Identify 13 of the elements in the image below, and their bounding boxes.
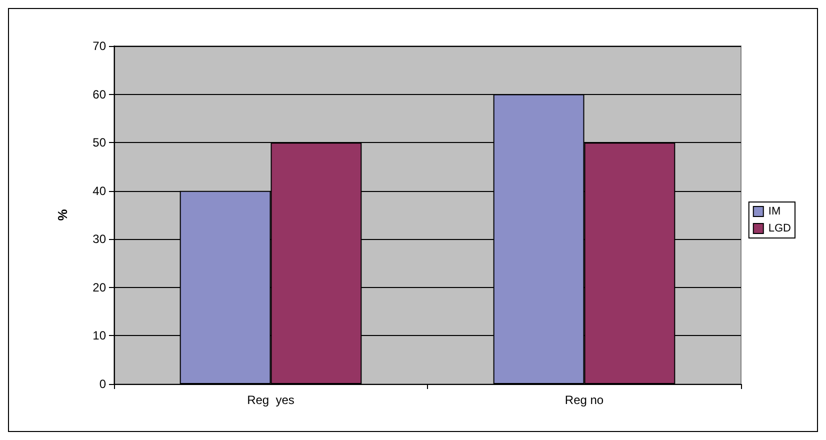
y-tick-label: 60 (92, 87, 106, 102)
x-tick-label: Reg yes (247, 393, 294, 407)
y-tick-label: 0 (99, 377, 106, 391)
x-tick-label: Reg no (564, 393, 604, 407)
y-axis-title: % (55, 208, 70, 221)
legend-label: LGD (768, 222, 792, 234)
y-tick-label: 20 (92, 280, 106, 294)
y-tick-label: 30 (92, 232, 106, 246)
legend-label: IM (768, 206, 781, 218)
y-tick-label: 50 (92, 136, 106, 150)
y-tick-label: 70 (92, 39, 106, 53)
y-tick-label: 10 (92, 328, 106, 343)
y-tick-label: 40 (92, 184, 106, 198)
